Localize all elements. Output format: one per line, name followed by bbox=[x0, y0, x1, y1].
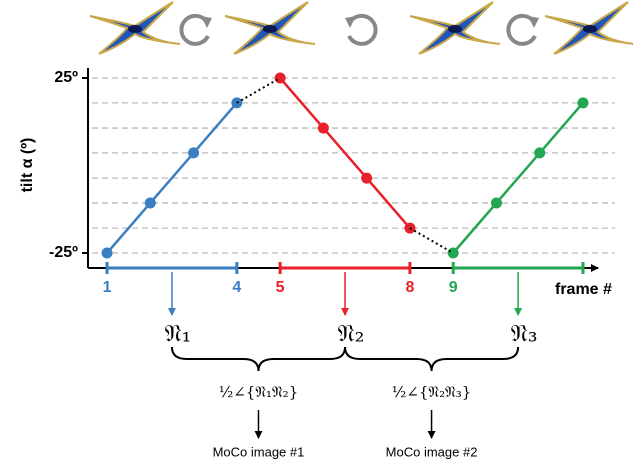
formula: ½∠{𝔑₁𝔑₂} bbox=[219, 383, 299, 401]
series-line bbox=[280, 78, 410, 228]
data-point bbox=[102, 248, 113, 259]
data-point bbox=[318, 123, 329, 134]
y-tick-label: 25º bbox=[54, 69, 78, 86]
particle-icons bbox=[90, 2, 633, 54]
data-point bbox=[188, 147, 199, 158]
x-axis-label: frame # bbox=[555, 281, 612, 298]
output-label: MoCo image #1 bbox=[213, 444, 305, 459]
x-tick-label: 4 bbox=[232, 279, 241, 296]
x-tick-label: 9 bbox=[449, 279, 458, 296]
brace bbox=[172, 347, 345, 371]
data-point bbox=[534, 147, 545, 158]
formula: ½∠{𝔑₂𝔑₃} bbox=[392, 383, 472, 401]
output-label: MoCo image #2 bbox=[386, 444, 478, 459]
data-point bbox=[578, 97, 589, 108]
average-label: 𝔑₃ bbox=[511, 320, 538, 348]
data-point bbox=[361, 173, 372, 184]
connector bbox=[237, 78, 280, 103]
x-tick-label: 5 bbox=[276, 279, 285, 296]
data-point bbox=[145, 197, 156, 208]
figure: tilt α (º) frame # 25º -25º 1 4 5 8 9 𝔑₁ 𝔑₂ 𝔑₃ ½∠{… bbox=[0, 0, 633, 468]
x-tick-label: 8 bbox=[405, 279, 414, 296]
data-point bbox=[491, 197, 502, 208]
average-label: 𝔑₂ bbox=[338, 320, 365, 348]
connector bbox=[410, 228, 453, 253]
average-label: 𝔑₁ bbox=[165, 320, 192, 348]
y-tick-label: -25º bbox=[49, 244, 78, 261]
brace bbox=[345, 347, 518, 371]
x-tick-label: 1 bbox=[103, 279, 112, 296]
y-axis-label: tilt α (º) bbox=[19, 138, 36, 193]
